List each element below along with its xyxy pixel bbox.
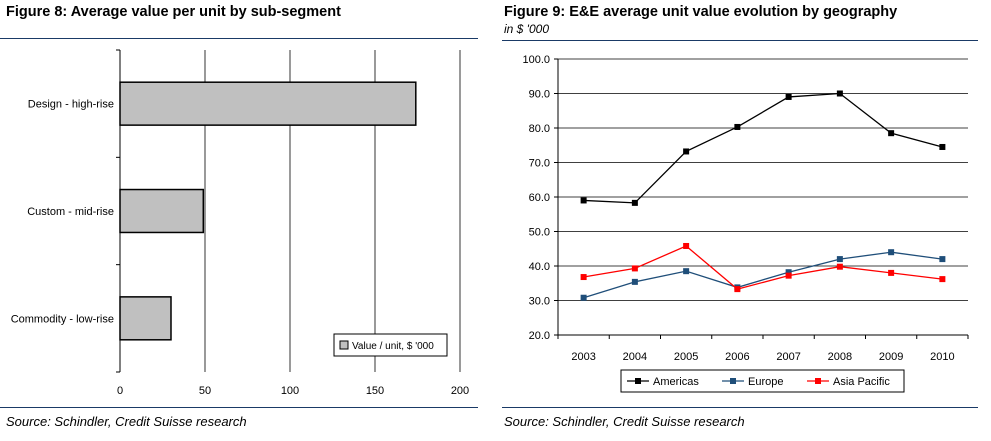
data-point-americas	[785, 93, 792, 100]
legend-label: Value / unit, $ '000	[352, 341, 434, 352]
x-tick-label: 100	[281, 385, 299, 397]
bar	[119, 81, 417, 126]
bar	[119, 188, 205, 234]
data-point-asia-pacific	[734, 286, 741, 293]
series-line-americas	[583, 92, 943, 204]
x-tick-label: 200	[451, 385, 469, 397]
x-tick-label: 2008	[828, 351, 852, 363]
x-tick-label: 50	[199, 385, 211, 397]
y-tick-label: 30.0	[529, 296, 550, 308]
data-point-americas	[580, 197, 587, 204]
figure-8-top-rule	[0, 38, 478, 39]
figure-8-panel: Figure 8: Average value per unit by sub-…	[0, 0, 478, 441]
data-point-europe	[580, 294, 587, 301]
figure-9-source: Source: Schindler, Credit Suisse researc…	[504, 414, 745, 429]
legend-swatch	[339, 340, 349, 350]
data-point-americas	[683, 148, 690, 155]
data-point-asia-pacific	[580, 274, 587, 281]
legend-label: Asia Pacific	[833, 376, 890, 388]
x-tick-label: 2003	[571, 351, 595, 363]
y-tick-label: 40.0	[529, 261, 550, 273]
y-tick-label: 50.0	[529, 227, 550, 239]
data-point-americas	[939, 143, 946, 150]
legend-marker-asia-pacific	[815, 378, 821, 384]
figure-9-top-rule	[502, 40, 978, 41]
series-line-europe	[583, 251, 943, 299]
figure-8-bar-chart: 0 50 100 150 200 Design - high-rise Custom - m…	[11, 49, 469, 397]
x-tick-label: 2007	[776, 351, 800, 363]
legend-box	[620, 369, 905, 393]
legend-label: Americas	[653, 376, 699, 388]
legend-marker-americas	[635, 378, 641, 384]
legend-marker-europe	[730, 378, 736, 384]
legend-box	[333, 333, 448, 357]
figure-9-line-chart: 20.0 30.0 40.0 50.0 60.0 70.0 80.0 90.0 100.0 200…	[522, 54, 969, 393]
y-tick-label: 80.0	[529, 123, 550, 135]
data-point-asia-pacific	[836, 263, 843, 270]
data-point-europe	[631, 278, 638, 285]
figure-8-bottom-rule	[0, 407, 478, 408]
x-tick-label: 2006	[725, 351, 749, 363]
data-point-americas	[836, 90, 843, 97]
category-label: Custom - mid-rise	[27, 206, 114, 218]
data-point-europe	[683, 268, 690, 275]
y-tick-label: 90.0	[529, 89, 550, 101]
data-point-asia-pacific	[888, 269, 895, 276]
y-tick-label: 100.0	[522, 54, 550, 66]
data-point-asia-pacific	[631, 265, 638, 272]
data-point-europe	[888, 249, 895, 256]
data-point-europe	[836, 256, 843, 263]
y-tick-label: 70.0	[529, 158, 550, 170]
x-tick-label: 2010	[930, 351, 954, 363]
x-tick-label: 0	[117, 385, 123, 397]
y-tick-label: 60.0	[529, 192, 550, 204]
data-point-asia-pacific	[785, 272, 792, 279]
data-point-asia-pacific	[683, 242, 690, 249]
category-label: Commodity - low-rise	[11, 313, 114, 325]
data-point-americas	[888, 130, 895, 137]
category-label: Design - high-rise	[28, 99, 114, 111]
x-tick-label: 150	[366, 385, 384, 397]
figure-9-subtitle: in $ '000	[504, 22, 549, 36]
data-point-americas	[631, 199, 638, 206]
series-line-asia-pacific	[583, 245, 943, 290]
data-point-asia-pacific	[939, 276, 946, 283]
figure-8-title: Figure 8: Average value per unit by sub-…	[6, 4, 341, 20]
figure-9-bottom-rule	[502, 407, 978, 408]
figure-9-title: Figure 9: E&E average unit value evoluti…	[504, 4, 898, 20]
x-tick-label: 2005	[674, 351, 698, 363]
y-tick-label: 20.0	[529, 330, 550, 342]
bar	[119, 296, 172, 341]
data-point-europe	[785, 269, 792, 276]
data-point-europe	[939, 256, 946, 263]
figure-9-panel: Figure 9: E&E average unit value evoluti…	[502, 0, 978, 441]
data-point-americas	[734, 123, 741, 130]
x-tick-label: 2009	[879, 351, 903, 363]
legend-label: Europe	[748, 376, 783, 388]
x-tick-label: 2004	[623, 351, 647, 363]
figure-8-source: Source: Schindler, Credit Suisse researc…	[6, 414, 247, 429]
